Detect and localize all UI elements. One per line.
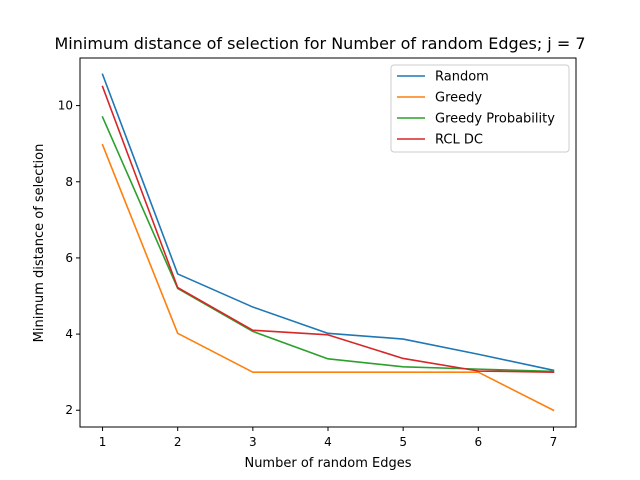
x-tick-label: 1 <box>99 435 107 449</box>
y-tick-label: 10 <box>58 99 73 113</box>
legend-box <box>390 64 570 153</box>
series-layer <box>101 73 555 412</box>
y-tick-label: 8 <box>65 175 73 189</box>
x-axis: 1 2 3 4 5 6 7 <box>99 427 558 449</box>
y-tick-label: 2 <box>65 403 73 417</box>
legend-label: RCL DC <box>435 133 483 148</box>
y-tick-label: 4 <box>65 327 73 341</box>
series-line-greedy <box>101 143 555 412</box>
x-tick-label: 5 <box>399 435 407 449</box>
legend: Random Greedy Greedy Probability RCL DC <box>390 64 570 153</box>
x-tick-label: 6 <box>474 435 482 449</box>
series-line-rcl-dc <box>101 85 555 373</box>
x-tick-label: 4 <box>324 435 332 449</box>
chart-title: Minimum distance of selection for Number… <box>55 34 586 53</box>
x-tick-label: 3 <box>249 435 257 449</box>
x-axis-title: Number of random Edges <box>244 456 411 471</box>
legend-label: Random <box>435 70 489 85</box>
x-tick-label: 2 <box>174 435 182 449</box>
legend-label: Greedy <box>435 91 482 106</box>
series-line-random <box>101 73 555 372</box>
y-tick-label: 6 <box>65 251 73 265</box>
x-tick-label: 7 <box>550 435 558 449</box>
y-axis-title: Minimum distance of selection <box>32 144 47 343</box>
y-axis: 2 4 6 8 10 <box>58 99 80 417</box>
legend-label: Greedy Probability <box>435 112 555 127</box>
